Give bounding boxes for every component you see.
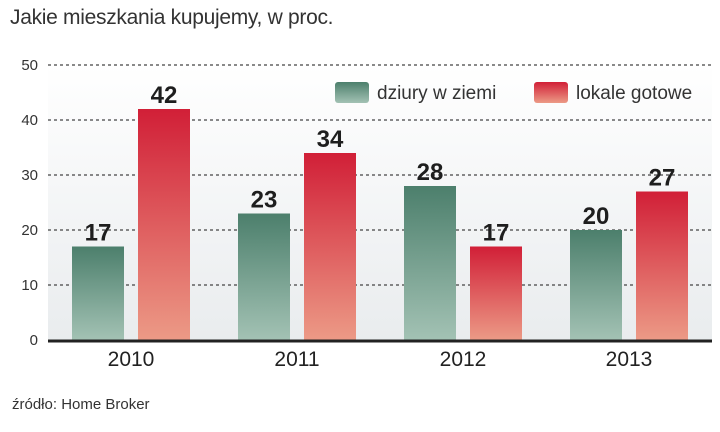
data-labels: 17 42 23 34 28 17 20 27 — [85, 82, 676, 247]
y-axis-ticks: 0 10 20 30 40 50 — [21, 57, 38, 349]
source-note: źródło: Home Broker — [12, 396, 150, 413]
y-tick-label: 0 — [30, 332, 38, 349]
data-label: 20 — [583, 203, 610, 230]
legend-swatch — [335, 82, 369, 103]
data-label: 23 — [251, 187, 278, 214]
data-label: 28 — [417, 159, 444, 186]
x-tick-label: 2012 — [440, 348, 487, 371]
bar-dziury-2012 — [404, 186, 456, 340]
legend-label: lokale gotowe — [576, 83, 692, 104]
bar-lokale-2013 — [636, 191, 688, 340]
bars — [72, 109, 688, 340]
data-label: 27 — [649, 165, 676, 192]
bar-dziury-2010 — [72, 246, 124, 340]
data-label: 17 — [85, 220, 112, 247]
x-tick-label: 2013 — [606, 348, 653, 371]
y-tick-label: 40 — [21, 112, 38, 129]
y-tick-label: 20 — [21, 222, 38, 239]
data-label: 42 — [151, 82, 178, 109]
legend: dziury w ziemi lokale gotowe — [335, 82, 692, 104]
bar-lokale-2011 — [304, 153, 356, 340]
y-tick-label: 30 — [21, 167, 38, 184]
legend-swatch — [534, 82, 568, 103]
data-label: 17 — [483, 220, 510, 247]
y-tick-label: 10 — [21, 277, 38, 294]
bar-lokale-2012 — [470, 246, 522, 340]
legend-label: dziury w ziemi — [377, 83, 496, 104]
x-tick-label: 2010 — [108, 348, 155, 371]
bar-dziury-2011 — [238, 213, 290, 340]
x-tick-label: 2011 — [274, 348, 319, 371]
chart-title: Jakie mieszkania kupujemy, w proc. — [10, 6, 334, 29]
x-axis-ticks: 2010 2011 2012 2013 — [108, 348, 653, 371]
bar-dziury-2013 — [570, 230, 622, 340]
data-label: 34 — [317, 126, 344, 153]
y-tick-label: 50 — [21, 57, 38, 74]
bar-lokale-2010 — [138, 109, 190, 340]
